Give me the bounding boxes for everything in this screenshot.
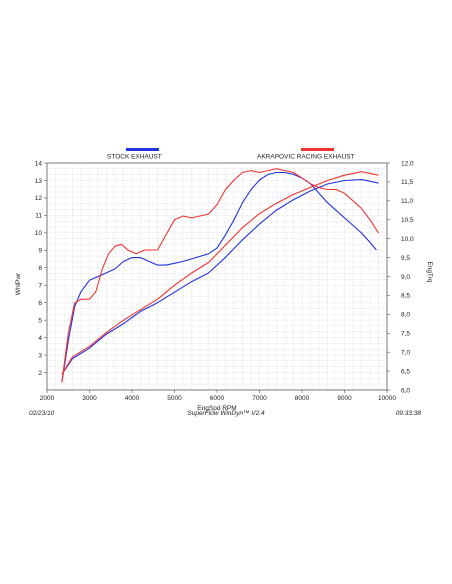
x-tick-label: 3000 [82, 395, 97, 402]
akrapovic-power-curve [61, 171, 379, 375]
y-right-tick-label: 6,0 [401, 387, 410, 394]
y-left-tick-label: 12 [35, 195, 43, 202]
y-right-ticks: 6,0 6,5 7,0 7,5 8,0 8,5 9,0 9,5 10,0 10,5 11,0 11,5… [387, 160, 414, 394]
y-left-axis-label: WhlPwr [15, 272, 22, 295]
footer-software: SuperFlow WinDyn™ V2.4 [187, 410, 265, 417]
x-tick-label: 7000 [252, 395, 267, 402]
x-tick-label: 8000 [295, 395, 310, 402]
legend: STOCK EXHAUST AKRAPOVIC RACING EXHAUST [107, 148, 355, 161]
curves [61, 168, 379, 383]
y-left-tick-label: 3 [38, 352, 42, 359]
y-left-tick-label: 8 [38, 265, 42, 272]
y-left-tick-label: 10 [35, 230, 43, 237]
y-right-tick-label: 7,0 [401, 349, 410, 356]
y-left-tick-label: 9 [38, 248, 42, 255]
y-left-tick-label: 14 [35, 160, 43, 167]
y-right-tick-label: 10,0 [401, 236, 414, 243]
y-right-tick-label: 6,5 [401, 368, 410, 375]
y-left-ticks: 2 3 4 5 6 7 8 9 10 11 12 13 14 [35, 160, 47, 377]
y-left-tick-label: 11 [35, 213, 42, 220]
y-right-tick-label: 9,0 [401, 274, 410, 281]
y-right-tick-label: 8,0 [401, 312, 410, 319]
x-tick-label: 10000 [378, 395, 396, 402]
akrapovic-torque-curve [61, 168, 379, 383]
y-right-axis-label: EngTrq [426, 261, 433, 282]
footer-date: 02/23/10 [29, 410, 55, 417]
legend-label-stock: STOCK EXHAUST [107, 154, 162, 161]
y-right-tick-label: 12,0 [401, 160, 414, 167]
stock-torque-curve [61, 171, 377, 383]
y-left-tick-label: 5 [38, 317, 42, 324]
legend-label-akrapovic: AKRAPOVIC RACING EXHAUST [257, 154, 355, 161]
y-right-tick-label: 11,0 [401, 198, 414, 205]
y-left-tick-label: 4 [38, 335, 42, 342]
x-tick-label: 2000 [40, 395, 55, 402]
y-right-tick-label: 11,5 [401, 179, 414, 186]
x-tick-label: 6000 [210, 395, 225, 402]
y-left-tick-label: 7 [38, 283, 42, 290]
y-right-tick-label: 9,5 [401, 255, 410, 262]
grid [47, 163, 387, 390]
y-left-tick-label: 13 [35, 178, 43, 185]
x-axis-label: EngSpd RPM [197, 405, 236, 412]
x-tick-label: 9000 [337, 395, 352, 402]
stock-power-curve [61, 179, 379, 375]
y-right-tick-label: 7,5 [401, 331, 410, 338]
x-tick-label: 5000 [167, 395, 182, 402]
y-right-tick-label: 8,5 [401, 293, 410, 300]
x-ticks: 2000 3000 4000 5000 6000 7000 8000 9000 10000 [40, 390, 396, 402]
y-left-tick-label: 6 [38, 300, 42, 307]
footer-time: 09:33:38 [395, 410, 421, 417]
y-left-tick-label: 2 [38, 370, 42, 377]
x-tick-label: 4000 [125, 395, 140, 402]
y-right-tick-label: 10,5 [401, 217, 414, 224]
